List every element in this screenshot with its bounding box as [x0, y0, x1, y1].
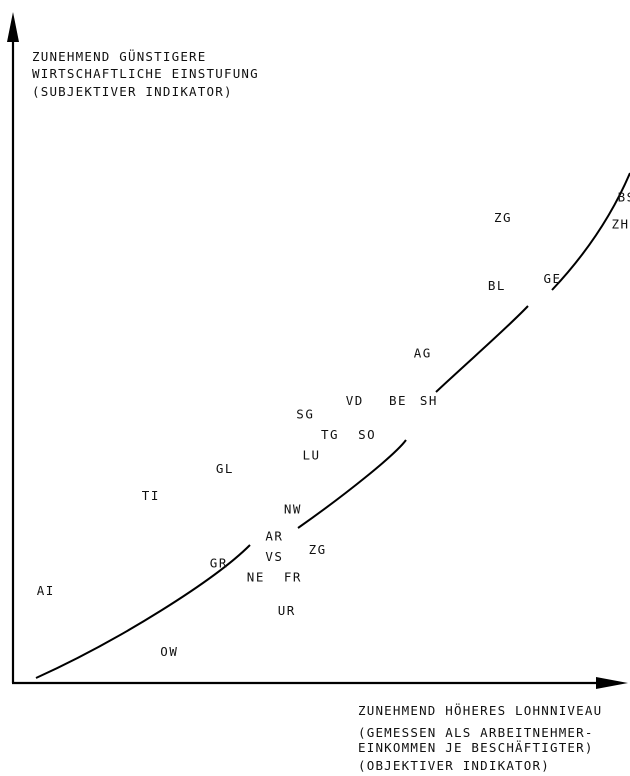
- canton-label-ti: TI: [142, 488, 160, 503]
- x-axis-label-line: (OBJEKTIVER INDIKATOR): [358, 758, 550, 773]
- canton-label-tg: TG: [321, 427, 339, 442]
- canton-label-be: BE: [389, 393, 407, 408]
- canton-label-gr: GR: [210, 556, 228, 571]
- canton-label-zh: ZH: [612, 217, 630, 232]
- y-axis-arrow: [7, 12, 19, 42]
- y-axis-label-line: ZUNEHMEND GÜNSTIGERE: [32, 49, 207, 64]
- canton-label-nw: NW: [284, 502, 302, 517]
- canton-label-so: SO: [358, 427, 376, 442]
- canton-label-ag: AG: [414, 346, 432, 361]
- canton-label-bl: BL: [488, 278, 506, 293]
- canton-label-bs: BS: [618, 190, 630, 205]
- canton-label-sg: SG: [296, 407, 314, 422]
- y-axis: [7, 12, 19, 683]
- canton-label-ar: AR: [265, 529, 283, 544]
- canton-label-vd: VD: [346, 393, 364, 408]
- y-axis-label-line: (SUBJEKTIVER INDIKATOR): [32, 84, 233, 99]
- canton-label-zg: ZG: [309, 542, 327, 557]
- canton-label-ge: GE: [544, 271, 562, 286]
- canton-label-ow: OW: [160, 644, 178, 659]
- x-axis-label-line: ZUNEHMEND HÖHERES LOHNNIVEAU: [358, 703, 602, 718]
- canton-label-ur: UR: [278, 603, 296, 618]
- x-axis-label-line: (GEMESSEN ALS ARBEITNEHMER-: [358, 725, 594, 740]
- canton-label-gl: GL: [216, 461, 234, 476]
- x-axis-label-line: EINKOMMEN JE BESCHÄFTIGTER): [358, 740, 594, 755]
- canton-label-zg: ZG: [494, 210, 512, 225]
- canton-label-fr: FR: [284, 569, 302, 584]
- x-axis-arrow: [596, 677, 628, 689]
- x-axis: [12, 677, 628, 689]
- canton-label-lu: LU: [303, 447, 321, 462]
- trend-curve-path: [36, 173, 630, 678]
- canton-label-sh: SH: [420, 393, 438, 408]
- trend-curve: [36, 173, 630, 678]
- y-axis-label-line: WIRTSCHAFTLICHE EINSTUFUNG: [32, 66, 259, 81]
- canton-label-ne: NE: [247, 569, 265, 584]
- canton-label-vs: VS: [265, 549, 283, 564]
- canton-label-ai: AI: [37, 583, 55, 598]
